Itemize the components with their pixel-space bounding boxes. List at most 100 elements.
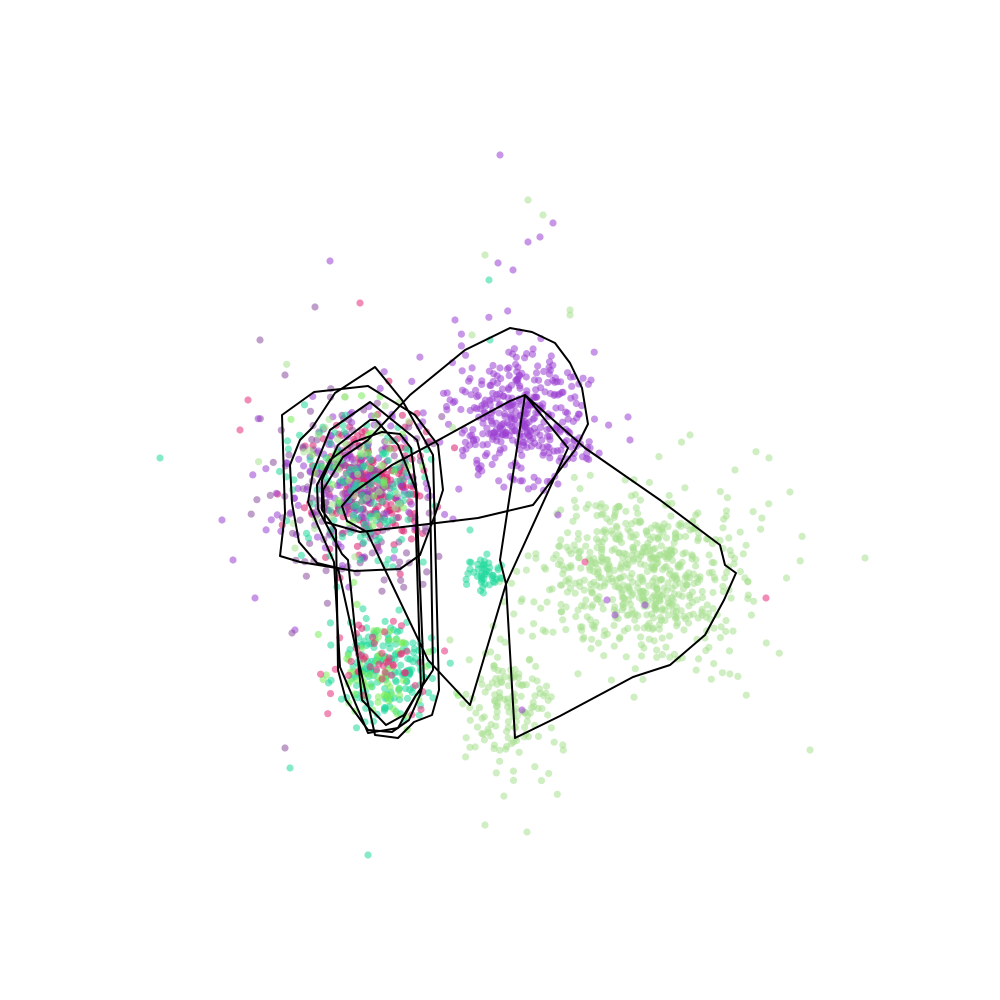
data-point	[572, 512, 581, 520]
data-point	[532, 386, 540, 394]
data-point	[608, 546, 616, 555]
data-point	[391, 504, 399, 512]
data-point	[588, 560, 596, 569]
data-point	[557, 378, 565, 386]
data-point	[557, 404, 565, 412]
data-point	[457, 405, 465, 414]
data-point	[419, 580, 427, 588]
data-point	[389, 662, 397, 670]
data-point	[762, 594, 770, 602]
data-point	[528, 350, 537, 358]
data-point	[572, 504, 580, 512]
data-point	[334, 496, 342, 504]
data-point	[615, 635, 624, 643]
data-point	[523, 828, 531, 836]
data-point	[694, 534, 703, 543]
data-point	[518, 595, 526, 603]
data-point	[465, 377, 473, 385]
data-point	[446, 636, 454, 644]
data-point	[384, 456, 392, 464]
data-point	[463, 580, 471, 589]
data-point	[325, 415, 333, 423]
data-point	[708, 568, 716, 577]
data-point	[262, 465, 270, 473]
data-point	[747, 611, 756, 619]
data-point	[544, 696, 552, 704]
data-point	[314, 630, 322, 639]
data-point	[603, 556, 612, 564]
data-point	[723, 494, 732, 502]
data-point	[567, 443, 575, 451]
data-point	[806, 746, 814, 754]
data-point	[536, 685, 544, 693]
data-point	[575, 554, 583, 562]
data-point	[641, 601, 649, 609]
data-point	[443, 406, 451, 414]
data-point	[540, 449, 548, 457]
data-point	[360, 520, 369, 528]
data-point	[378, 497, 386, 506]
data-point	[636, 496, 645, 504]
data-point	[599, 509, 607, 518]
data-point	[796, 557, 804, 565]
data-point	[345, 496, 353, 504]
data-point	[406, 490, 414, 498]
data-point	[387, 422, 395, 430]
data-point	[530, 483, 538, 491]
data-point	[509, 266, 517, 274]
data-point	[480, 736, 488, 744]
data-point	[300, 448, 308, 456]
data-point	[562, 408, 570, 416]
data-point	[386, 644, 394, 652]
data-point	[537, 423, 545, 431]
data-point	[487, 732, 495, 740]
data-point	[367, 682, 375, 691]
data-point	[290, 476, 298, 484]
data-point	[295, 455, 303, 463]
data-point	[375, 660, 383, 668]
data-point	[566, 429, 574, 437]
data-point	[619, 593, 628, 602]
data-point	[587, 586, 595, 594]
data-point	[395, 685, 403, 693]
data-point	[496, 689, 504, 697]
data-point	[765, 454, 773, 462]
data-point	[622, 507, 630, 515]
data-point	[398, 526, 406, 535]
data-point	[534, 477, 542, 485]
data-point	[611, 603, 619, 611]
data-point	[405, 508, 413, 516]
hull-outline-1	[322, 327, 589, 533]
data-point	[356, 556, 364, 564]
data-point	[480, 561, 488, 569]
data-point	[386, 445, 394, 453]
data-point	[582, 596, 590, 604]
data-point	[722, 627, 730, 636]
data-point	[457, 342, 465, 350]
data-point	[607, 676, 616, 684]
data-point	[249, 471, 257, 479]
data-point	[530, 414, 539, 422]
data-point	[651, 600, 659, 608]
data-point	[302, 529, 311, 538]
data-point	[483, 440, 491, 448]
data-point	[395, 606, 403, 614]
data-point	[653, 653, 661, 661]
data-point	[481, 396, 489, 404]
data-point	[534, 732, 543, 741]
data-point	[557, 536, 565, 544]
data-point	[283, 360, 291, 368]
data-point	[466, 558, 474, 566]
data-point	[487, 720, 495, 729]
data-point	[557, 608, 565, 616]
data-point	[405, 417, 413, 425]
data-point	[523, 430, 531, 438]
data-point	[273, 511, 281, 519]
data-point	[576, 623, 585, 631]
data-point	[545, 769, 553, 778]
data-point	[590, 622, 598, 630]
data-point	[459, 452, 467, 460]
data-point	[352, 482, 360, 490]
data-point	[586, 471, 594, 479]
data-point	[507, 579, 516, 587]
